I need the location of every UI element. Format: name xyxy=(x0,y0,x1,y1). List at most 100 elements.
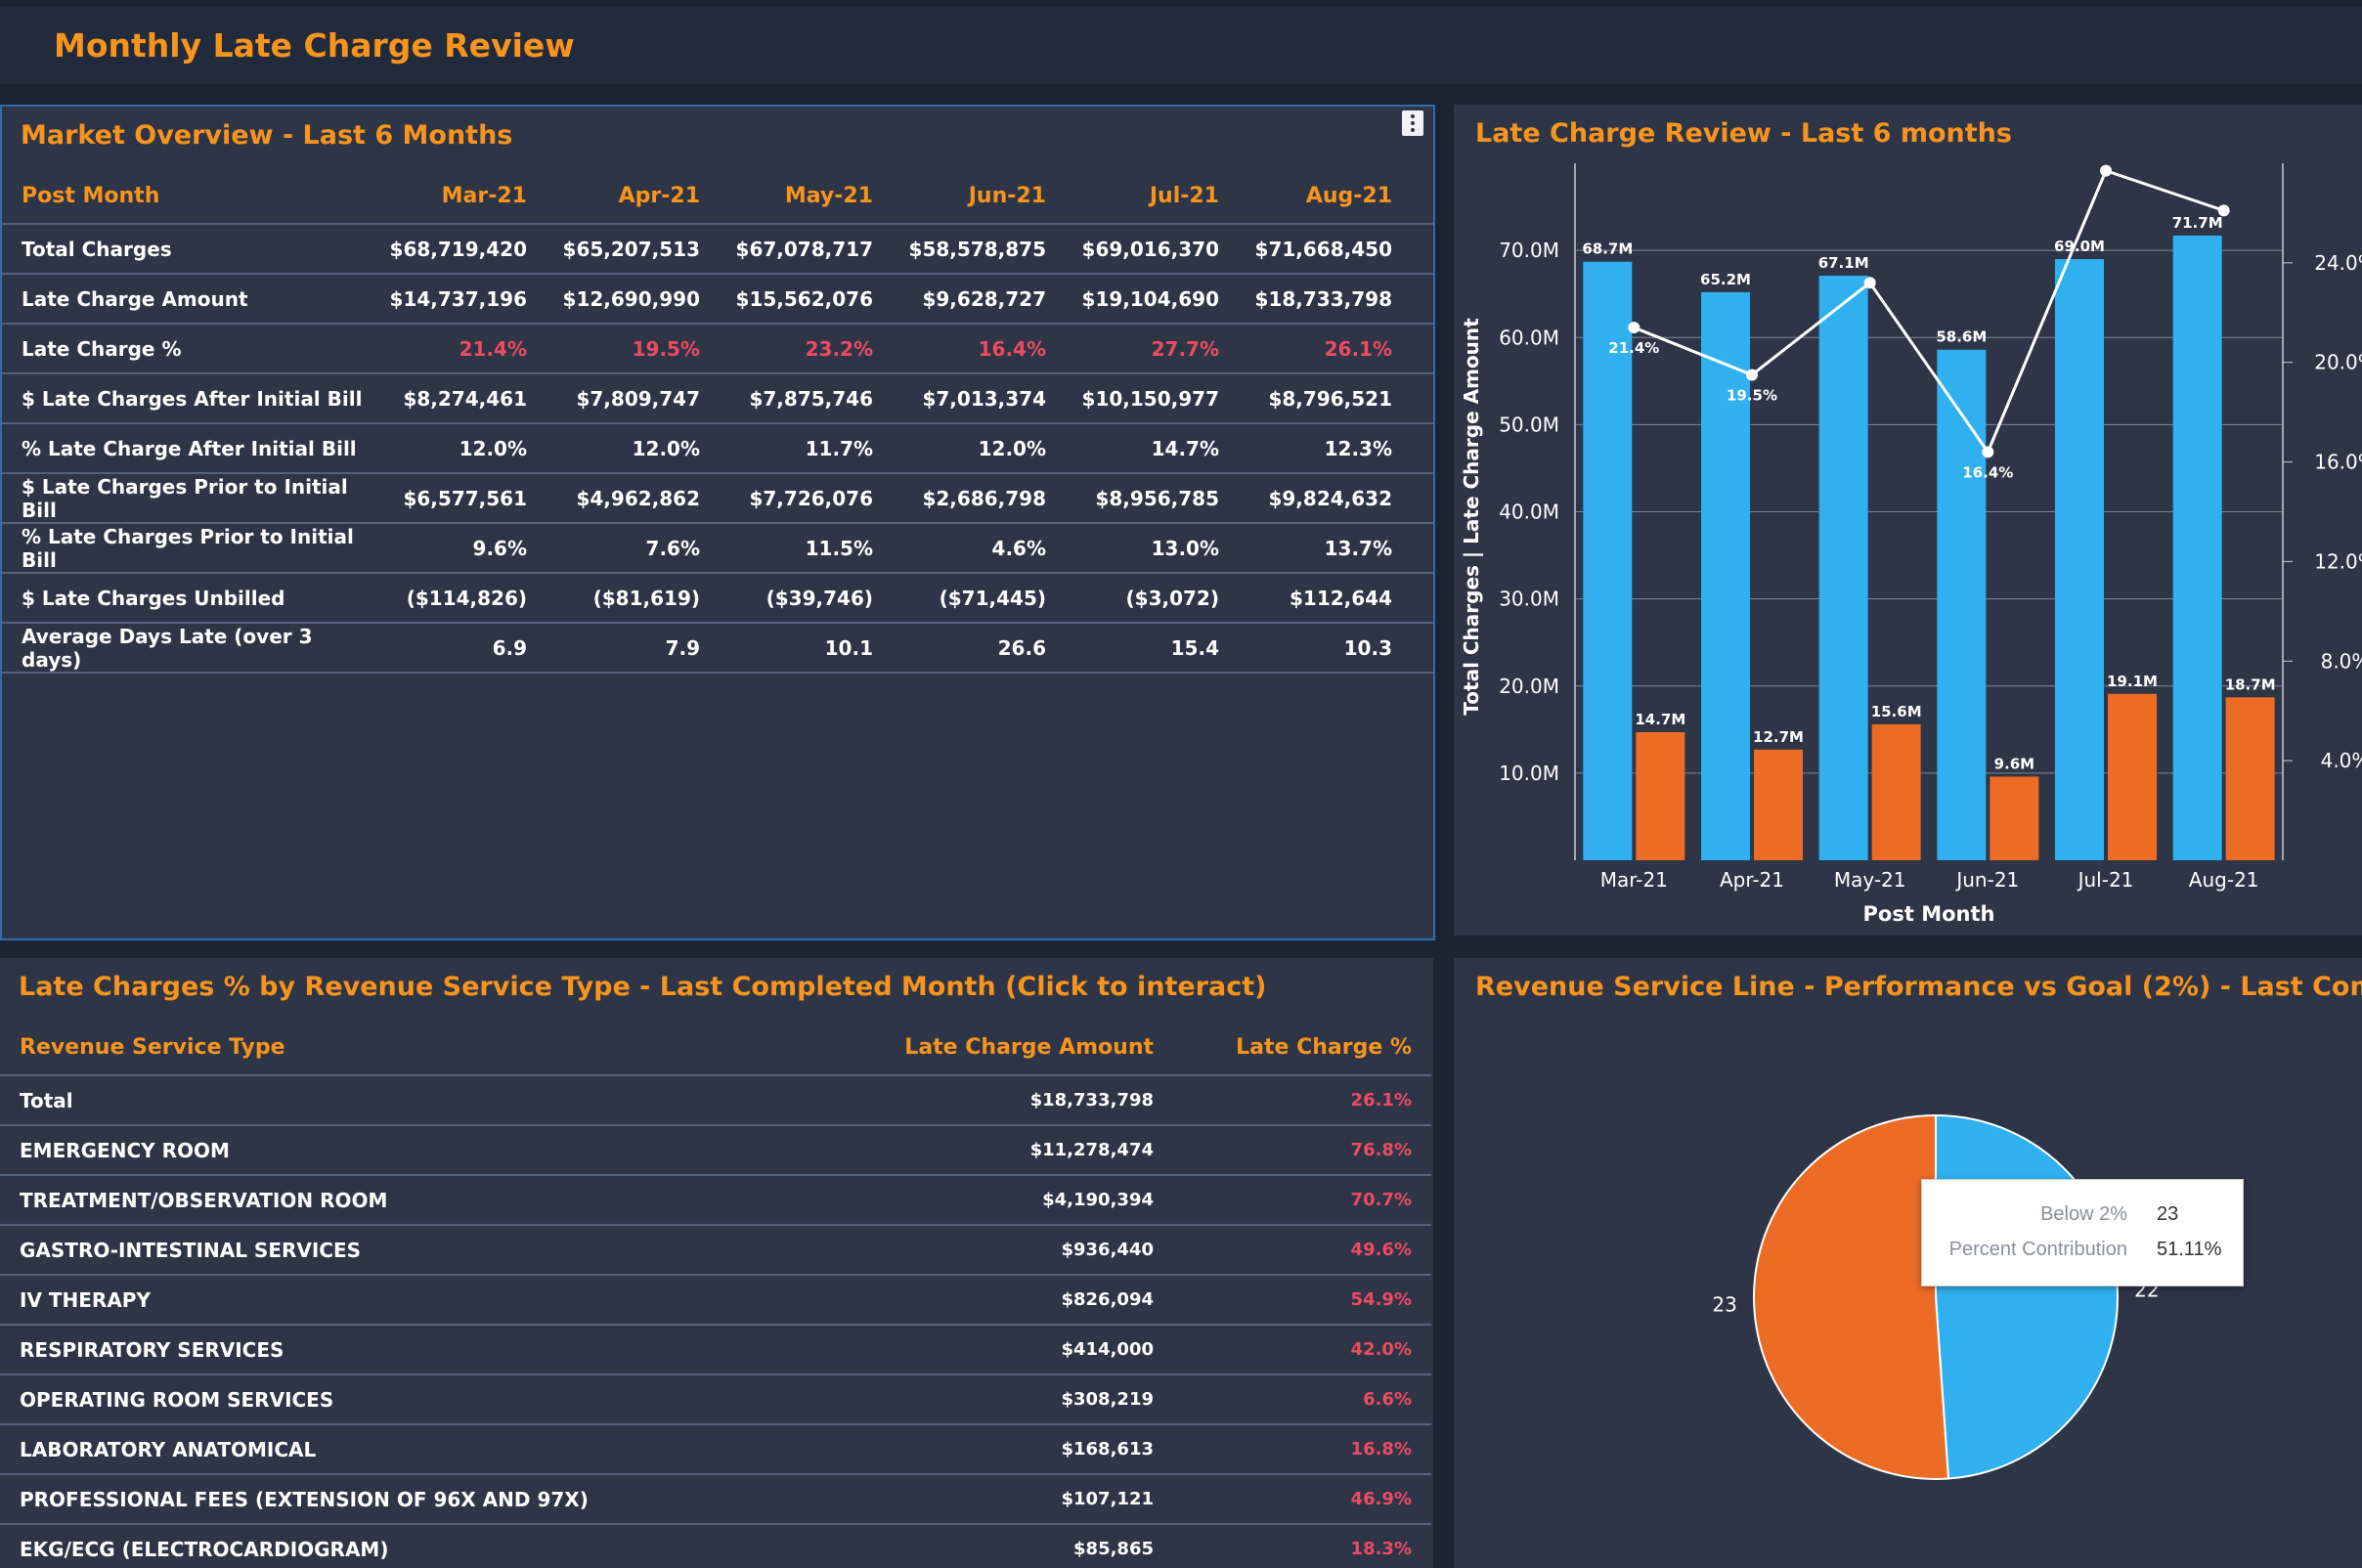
y2-tick-label: 24.0% xyxy=(2314,251,2362,275)
table-cell: 16.8% xyxy=(1350,1439,1412,1459)
row-label: LABORATORY ANATOMICAL xyxy=(20,1437,317,1461)
y2-tick-label: 16.0% xyxy=(2314,451,2362,474)
line-point[interactable] xyxy=(1863,277,1876,289)
table-cell: ($71,445) xyxy=(939,586,1046,610)
table-row: Total Charges $68,719,420 $65,207,513 $67,0… xyxy=(2,223,1433,273)
x-tick-label: Jun-21 xyxy=(1954,868,2019,892)
table-cell: 13.0% xyxy=(1151,536,1219,560)
bar-late-charge-amount[interactable] xyxy=(2225,697,2275,860)
panel-title: Late Charge Review - Last 6 months xyxy=(1475,118,2012,149)
line-data-label: 21.4% xyxy=(1608,339,1659,357)
row-label: EMERGENCY ROOM xyxy=(20,1138,230,1162)
bar-total-charges[interactable] xyxy=(1937,349,1987,860)
line-point[interactable] xyxy=(1982,446,1994,458)
table-cell: $19,104,690 xyxy=(1081,286,1219,311)
table-row[interactable]: RESPIRATORY SERVICES $414,000 42.0% xyxy=(0,1324,1431,1373)
data-label: 67.1M xyxy=(1818,254,1869,272)
data-label: 14.7M xyxy=(1635,711,1685,728)
y-tick-label: 20.0M xyxy=(1499,675,1559,698)
table-row[interactable]: EKG/ECG (ELECTROCARDIOGRAM) $85,865 18.3% xyxy=(0,1523,1431,1568)
panel-title: Late Charges % by Revenue Service Type -… xyxy=(19,972,1267,1002)
data-label: 58.6M xyxy=(1936,328,1987,346)
pie-slice[interactable] xyxy=(1753,1113,1950,1480)
table-cell: 54.9% xyxy=(1350,1289,1412,1310)
line-point[interactable] xyxy=(2217,204,2230,217)
x-tick-label: May-21 xyxy=(1834,868,1906,892)
table-row[interactable]: PROFESSIONAL FEES (EXTENSION OF 96X AND … xyxy=(0,1473,1431,1523)
y2-tick-label: 12.0% xyxy=(2314,549,2362,573)
column-header: Aug-21 xyxy=(1305,184,1392,208)
line-point[interactable] xyxy=(2100,164,2112,177)
table-cell: $112,644 xyxy=(1289,586,1392,610)
bar-total-charges[interactable] xyxy=(1701,291,1750,860)
table-row[interactable]: EMERGENCY ROOM $11,278,474 76.8% xyxy=(0,1124,1431,1174)
table-cell: 6.6% xyxy=(1363,1389,1412,1410)
column-header: Mar-21 xyxy=(441,184,527,208)
bar-total-charges[interactable] xyxy=(1583,261,1633,860)
late-charge-pct-line xyxy=(1633,168,2225,456)
tooltip-label: Below 2% xyxy=(2040,1203,2127,1225)
bar-total-charges[interactable] xyxy=(1818,275,1868,860)
line-data-label: 16.4% xyxy=(1962,463,2013,481)
table-cell: $7,013,374 xyxy=(922,386,1046,411)
table-row: $ Late Charges Prior to Initial Bill $6,5… xyxy=(2,472,1433,522)
table-cell: 14.7% xyxy=(1151,436,1219,460)
table-cell: $4,962,862 xyxy=(576,486,700,510)
data-label: 71.7M xyxy=(2172,214,2223,232)
table-cell: $4,190,394 xyxy=(1042,1190,1154,1210)
table-cell: $6,577,561 xyxy=(403,486,527,510)
bar-total-charges[interactable] xyxy=(2172,235,2222,860)
x-tick-label: Aug-21 xyxy=(2189,868,2259,892)
table-cell: $69,016,370 xyxy=(1081,237,1219,261)
table-row[interactable]: OPERATING ROOM SERVICES $308,219 6.6% xyxy=(0,1373,1431,1423)
table-header-row: Revenue Service Type Late Charge Amount La… xyxy=(0,1021,1431,1074)
bar-late-charge-amount[interactable] xyxy=(1871,723,1921,860)
table-row[interactable]: GASTRO-INTESTINAL SERVICES $936,440 49.6% xyxy=(0,1224,1431,1274)
table-cell: 6.9 xyxy=(492,635,527,660)
table-row[interactable]: LABORATORY ANATOMICAL $168,613 16.8% xyxy=(0,1423,1431,1473)
table-cell: 12.0% xyxy=(978,436,1046,460)
row-label: % Late Charges Prior to Initial Bill xyxy=(22,524,354,572)
pie-slice[interactable] xyxy=(1935,1113,2119,1480)
pie-tooltip: Below 2% 23 Percent Contribution 51.11% xyxy=(1921,1179,2244,1286)
table-row[interactable]: Total $18,733,798 26.1% xyxy=(0,1074,1431,1124)
late-charge-chart[interactable]: 10.0M 20.0M 30.0M 40.0M 50.0M 60.0M 70.0M 4.0% 8… xyxy=(1454,105,2362,936)
table-cell: 26.1% xyxy=(1350,1090,1412,1111)
bar-late-charge-amount[interactable] xyxy=(2108,693,2157,860)
y2-tick-label: 20.0% xyxy=(2314,351,2362,374)
more-options-icon[interactable] xyxy=(1402,110,1423,136)
line-data-label: 19.5% xyxy=(1727,386,1777,404)
row-label: $ Late Charges After Initial Bill xyxy=(22,386,363,411)
table-cell: $67,078,717 xyxy=(735,237,873,261)
tooltip-label: Percent Contribution xyxy=(1948,1239,2127,1260)
bar-total-charges[interactable] xyxy=(2055,259,2104,861)
tooltip-value: 23 xyxy=(2157,1203,2179,1225)
table-cell: $71,668,450 xyxy=(1254,237,1392,261)
line-point[interactable] xyxy=(1746,369,1758,381)
row-label: $ Late Charges Prior to Initial Bill xyxy=(22,474,348,522)
table-cell: 10.3 xyxy=(1343,635,1392,660)
table-cell: ($114,826) xyxy=(406,586,527,610)
bar-late-charge-amount[interactable] xyxy=(1990,776,2039,860)
table-row: % Late Charge After Initial Bill 12.0% 12.… xyxy=(2,422,1433,472)
table-cell: $8,956,785 xyxy=(1095,486,1219,510)
top-bar: Monthly Late Charge Review xyxy=(0,7,2362,84)
data-label: 18.7M xyxy=(2225,675,2276,693)
table-cell: $7,809,747 xyxy=(576,386,700,411)
row-label: $ Late Charges Unbilled xyxy=(22,586,285,610)
table-row: Late Charge % 21.4% 19.5% 23.2% 16.4% 27.7% 26… xyxy=(2,323,1433,372)
table-cell: $15,562,076 xyxy=(735,286,873,311)
bar-late-charge-amount[interactable] xyxy=(1636,731,1685,860)
table-row[interactable]: IV THERAPY $826,094 54.9% xyxy=(0,1274,1431,1324)
y-tick-label: 60.0M xyxy=(1499,326,1559,349)
row-label: EKG/ECG (ELECTROCARDIOGRAM) xyxy=(20,1537,389,1561)
table-row[interactable]: TREATMENT/OBSERVATION ROOM $4,190,394 70.7… xyxy=(0,1174,1431,1224)
row-label: Late Charge % xyxy=(22,336,182,361)
bar-late-charge-amount[interactable] xyxy=(1754,749,1803,860)
row-label: GASTRO-INTESTINAL SERVICES xyxy=(20,1238,362,1262)
table-cell: $11,278,474 xyxy=(1029,1140,1154,1160)
row-label: Late Charge Amount xyxy=(22,286,248,311)
row-label: PROFESSIONAL FEES (EXTENSION OF 96X AND … xyxy=(20,1487,589,1511)
x-tick-label: Apr-21 xyxy=(1720,868,1784,892)
line-point[interactable] xyxy=(1628,322,1640,334)
